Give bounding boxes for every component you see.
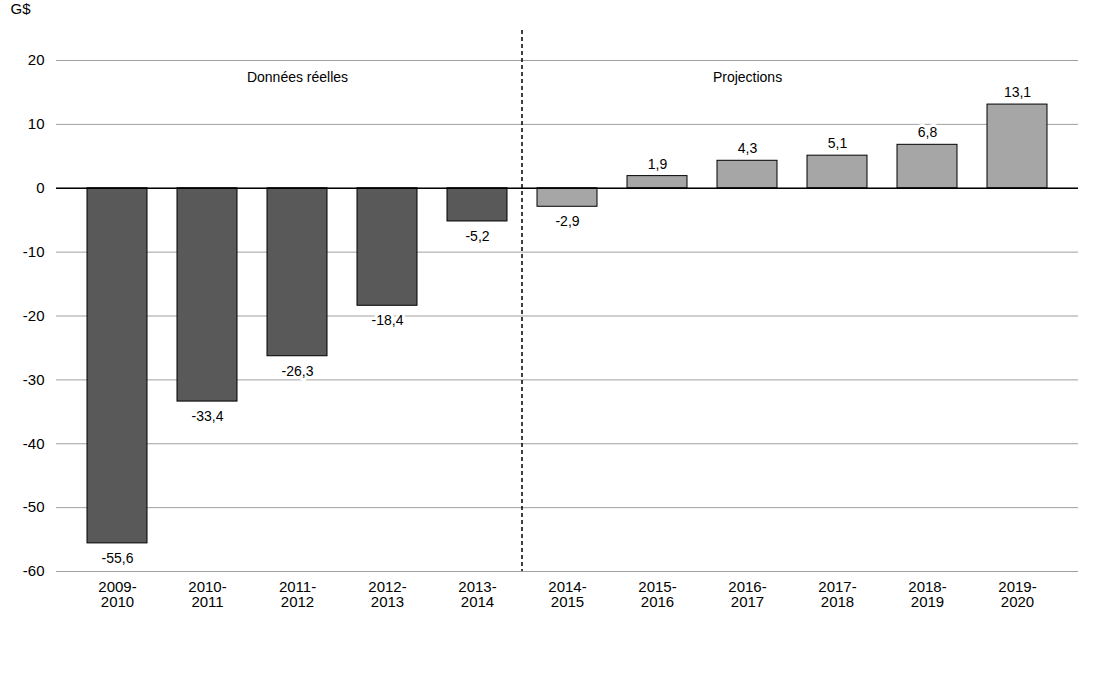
- svg-text:-5,2: -5,2: [465, 228, 489, 244]
- svg-text:-55,6: -55,6: [102, 550, 134, 566]
- svg-text:1,9: 1,9: [648, 156, 668, 172]
- svg-text:10: 10: [28, 115, 45, 132]
- svg-text:4,3: 4,3: [738, 140, 758, 156]
- svg-text:-18,4: -18,4: [372, 312, 404, 328]
- svg-text:13,1: 13,1: [1004, 84, 1031, 100]
- svg-text:2014-2015: 2014-2015: [548, 578, 586, 610]
- svg-text:2010-2011: 2010-2011: [188, 578, 226, 610]
- svg-text:-33,4: -33,4: [192, 408, 224, 424]
- svg-text:-50: -50: [23, 498, 45, 515]
- svg-text:20: 20: [28, 51, 45, 68]
- svg-text:2016-2017: 2016-2017: [728, 578, 766, 610]
- svg-text:5,1: 5,1: [828, 135, 848, 151]
- svg-text:2015-2016: 2015-2016: [638, 578, 676, 610]
- svg-text:-2,9: -2,9: [555, 213, 579, 229]
- svg-text:2013-2014: 2013-2014: [458, 578, 496, 610]
- svg-text:Données réelles: Données réelles: [247, 69, 348, 85]
- svg-text:-40: -40: [23, 435, 45, 452]
- svg-text:2019-2020: 2019-2020: [998, 578, 1036, 610]
- svg-text:6,8: 6,8: [918, 124, 938, 140]
- svg-text:-60: -60: [23, 562, 45, 579]
- svg-text:-30: -30: [23, 371, 45, 388]
- svg-text:2018-2019: 2018-2019: [908, 578, 946, 610]
- svg-text:-26,3: -26,3: [282, 363, 314, 379]
- svg-text:0: 0: [36, 179, 44, 196]
- svg-text:2011-2012: 2011-2012: [279, 578, 316, 610]
- svg-text:2009-2010: 2009-2010: [98, 578, 136, 610]
- svg-text:G$: G$: [11, 0, 32, 17]
- svg-text:-10: -10: [23, 243, 45, 260]
- svg-text:2012-2013: 2012-2013: [368, 578, 406, 610]
- svg-text:-20: -20: [23, 307, 45, 324]
- svg-text:Projections: Projections: [713, 69, 782, 85]
- svg-text:2017-2018: 2017-2018: [818, 578, 856, 610]
